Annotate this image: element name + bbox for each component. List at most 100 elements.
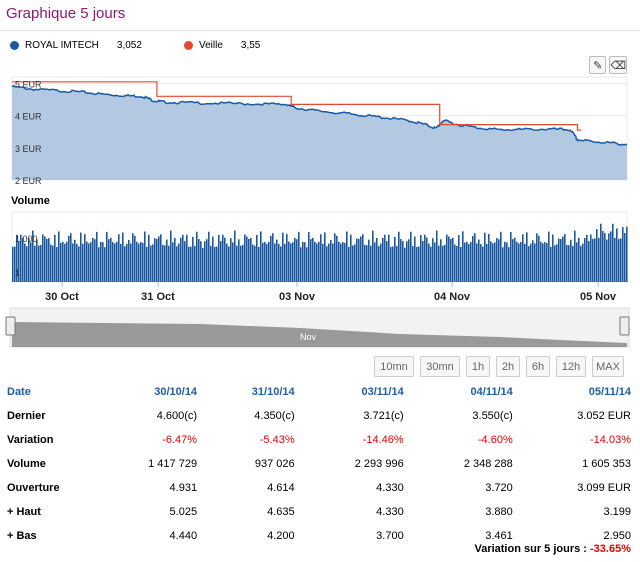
volume-bar: [180, 237, 182, 282]
volume-bar: [246, 236, 248, 282]
volume-bar: [110, 237, 112, 282]
volume-bar: [264, 241, 266, 282]
table-cell: 4.931: [169, 482, 198, 494]
volume-bar: [132, 233, 134, 282]
volume-bar: [368, 239, 370, 282]
range-button-max[interactable]: MAX: [592, 356, 624, 377]
volume-bar: [128, 239, 130, 282]
volume-bar: [352, 245, 354, 282]
volume-bar: [334, 233, 336, 282]
range-button-1h[interactable]: 1h: [466, 356, 490, 377]
volume-bar: [608, 233, 610, 282]
navigator-right-handle[interactable]: [619, 316, 630, 336]
volume-bar: [458, 234, 460, 282]
title-divider: [0, 30, 640, 31]
volume-bar: [534, 243, 536, 282]
volume-bar: [68, 235, 70, 282]
volume-bar: [330, 240, 332, 282]
table-cell: 3.199: [603, 506, 631, 518]
volume-bar: [156, 238, 158, 282]
volume-bar: [32, 230, 34, 282]
volume-bar: [448, 236, 450, 282]
table-cell: -4.60%: [477, 434, 513, 446]
volume-bar: [552, 234, 554, 282]
volume-bar: [378, 246, 380, 282]
navigator-left-handle[interactable]: [5, 316, 16, 336]
page-title: Graphique 5 jours: [6, 5, 126, 22]
volume-bar: [526, 232, 528, 282]
volume-bar: [442, 245, 444, 282]
volume-bar: [14, 246, 16, 282]
x-axis-label: 03 Nov: [279, 291, 316, 303]
volume-bar: [602, 230, 604, 282]
volume-bar: [356, 238, 358, 282]
volume-bar: [430, 246, 432, 282]
volume-bar: [386, 241, 388, 282]
volume-bar: [336, 235, 338, 282]
volume-bar: [470, 241, 472, 282]
volume-bar: [20, 234, 22, 282]
x-axis-label: 31 Oct: [141, 291, 175, 303]
table-cell: 3.720: [485, 482, 513, 494]
volume-bar: [404, 247, 406, 282]
volume-bar: [268, 241, 270, 282]
volume-bar: [420, 235, 422, 282]
range-button-2h[interactable]: 2h: [496, 356, 520, 377]
volume-bar: [350, 234, 352, 282]
volume-bar: [582, 243, 584, 282]
volume-bar: [46, 238, 48, 282]
pencil-icon[interactable]: ✎: [589, 56, 607, 74]
volume-bar: [92, 237, 94, 282]
table-cell: 4.600(c): [156, 410, 198, 422]
volume-bar: [504, 241, 506, 282]
volume-bar: [488, 234, 490, 282]
volume-bar: [286, 234, 288, 282]
volume-bar: [594, 238, 596, 282]
range-button-30mn[interactable]: 30mn: [420, 356, 460, 377]
eraser-icon[interactable]: ⌫: [609, 56, 627, 74]
volume-bar: [54, 234, 56, 282]
volume-bar: [104, 247, 106, 282]
volume-bar: [216, 246, 218, 282]
volume-bar: [260, 231, 262, 282]
volume-bar: [130, 243, 132, 282]
volume-bar: [172, 242, 174, 282]
volume-bar: [590, 234, 592, 282]
volume-bar: [190, 246, 192, 282]
range-button-6h[interactable]: 6h: [526, 356, 550, 377]
volume-bar: [60, 242, 62, 282]
volume-bar: [622, 227, 624, 282]
volume-bar: [116, 241, 118, 282]
volume-bar: [492, 243, 494, 282]
volume-bar: [64, 243, 66, 282]
volume-bar: [358, 238, 360, 282]
volume-bar: [554, 245, 556, 282]
volume-bar: [114, 243, 116, 282]
table-cell: -14.03%: [590, 434, 631, 446]
volume-bar: [242, 244, 244, 282]
volume-bar: [376, 237, 378, 282]
legend-item-veille[interactable]: Veille 3,55: [184, 40, 260, 51]
volume-bar: [26, 246, 28, 282]
volume-bar: [310, 239, 312, 282]
volume-bar: [528, 246, 530, 282]
volume-bar: [228, 246, 230, 282]
volume-bar: [294, 237, 296, 282]
legend-item-royal-imtech[interactable]: ROYAL IMTECH 3,052: [10, 40, 142, 51]
volume-bar: [618, 239, 620, 282]
volume-bar: [422, 241, 424, 282]
volume-bar: [254, 245, 256, 282]
volume-bar: [494, 242, 496, 282]
volume-bar: [402, 241, 404, 282]
volume-bar: [344, 242, 346, 282]
volume-bar: [16, 234, 18, 282]
volume-bar: [610, 231, 612, 282]
legend-series-value: 3,052: [116, 40, 142, 51]
range-button-10mn[interactable]: 10mn: [374, 356, 414, 377]
volume-bar: [234, 230, 236, 282]
range-button-12h[interactable]: 12h: [556, 356, 586, 377]
volume-bar: [122, 232, 124, 282]
volume-bar: [30, 242, 32, 282]
volume-bar: [148, 234, 150, 282]
volume-bar: [406, 241, 408, 282]
